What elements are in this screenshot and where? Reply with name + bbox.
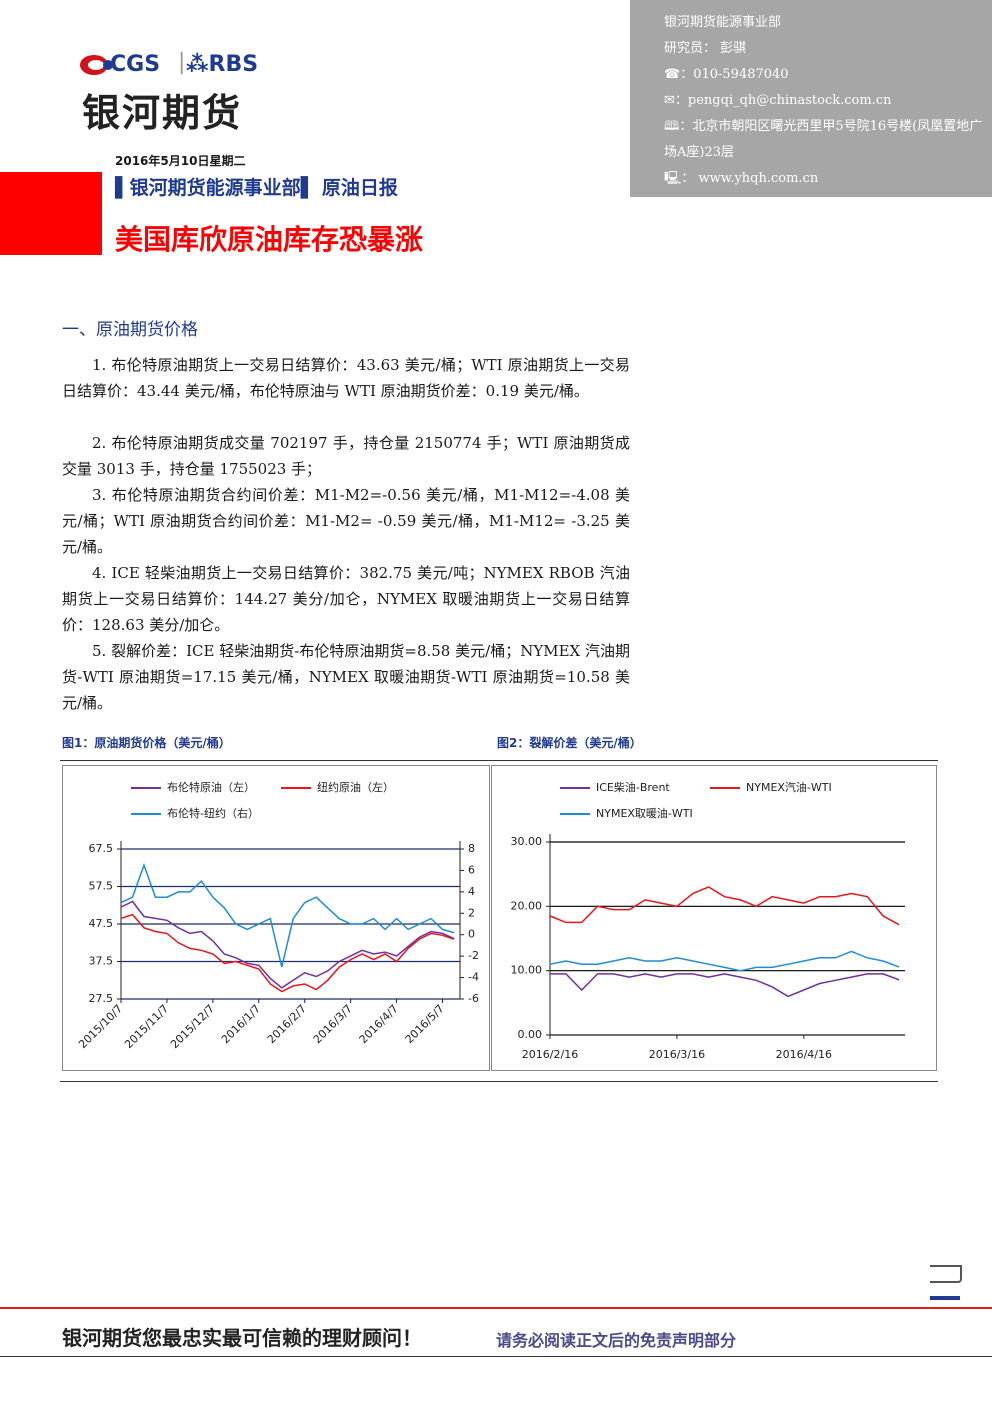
- x-tick-label: 2016/3/7: [311, 1002, 355, 1046]
- logo-rbs: ⁂RBS: [186, 52, 259, 77]
- contact-box: 银河期货能源事业部 研究员： 彭骐 ☎：010-59487040 ✉：pengq…: [630, 0, 992, 197]
- x-tick-label: 2016/3/16: [649, 1048, 705, 1061]
- y-tick-label: 0.00: [518, 1028, 543, 1041]
- paragraph: 4. ICE 轻柴油期货上一交易日结算价：382.75 美元/吨；NYMEX R…: [62, 564, 630, 634]
- section-heading: 一、原油期货价格: [62, 320, 198, 340]
- legend-label: 布伦特原油（左）: [167, 780, 255, 794]
- dept-tag: 银河期货能源事业部: [129, 177, 301, 199]
- contact-researcher: 研究员： 彭骐: [664, 41, 747, 56]
- y-tick-label: 10.00: [511, 964, 543, 977]
- contact-phone: ☎：010-59487040: [664, 67, 789, 82]
- page-icon-bar: [930, 1296, 960, 1300]
- series-line: [549, 950, 900, 972]
- contact-web: 🖳： www.yhqh.com.cn: [664, 171, 819, 186]
- report-line: ▌银河期货能源事业部▌ 原油日报: [115, 177, 398, 199]
- footer-slogan: 银河期货您最忠实最可信赖的理财顾问！: [62, 1326, 422, 1350]
- logo-icon: [80, 55, 113, 75]
- x-tick-label: 2016/4/7: [357, 1002, 401, 1046]
- footer-rule: [0, 1307, 992, 1309]
- y2-tick-label: -2: [468, 949, 479, 962]
- x-tick-label: 2015/11/7: [122, 1002, 171, 1051]
- legend-label: NYMEX取暖油-WTI: [596, 806, 693, 820]
- contact-email: ✉：pengqi_qh@chinastock.com.cn: [664, 93, 892, 108]
- page-icon: [930, 1265, 962, 1283]
- web-text: ： www.yhqh.com.cn: [681, 171, 819, 186]
- x-tick-label: 2015/10/7: [76, 1002, 125, 1051]
- footer-rule: [0, 1356, 992, 1357]
- email-text: ：pengqi_qh@chinastock.com.cn: [674, 93, 892, 108]
- rule: [60, 760, 938, 761]
- y-tick-label: 67.5: [89, 842, 114, 855]
- y2-tick-label: 8: [468, 842, 475, 855]
- series-line: [120, 913, 455, 993]
- y-tick-label: 47.5: [89, 917, 114, 930]
- x-tick-label: 2016/2/7: [265, 1002, 309, 1046]
- paragraph: 2. 布伦特原油期货成交量 702197 手，持仓量 2150774 手；WTI…: [62, 434, 630, 478]
- logo-divider: |: [178, 50, 186, 75]
- figure-caption: 图2：裂解价差（美元/桶）: [497, 736, 642, 750]
- y-tick-label: 30.00: [511, 835, 543, 848]
- y-tick-label: 37.5: [89, 955, 114, 968]
- series-line: [120, 862, 455, 968]
- y-tick-label: 20.00: [511, 899, 543, 912]
- figure-caption: 图1：原油期货价格（美元/桶）: [62, 736, 231, 750]
- paragraph: 1. 布伦特原油期货上一交易日结算价：43.63 美元/桶；WTI 原油期货上一…: [62, 356, 630, 400]
- address-text: ：北京市朝阳区曙光西里甲5号院16号楼(凤凰置地广场A座)23层: [664, 119, 983, 160]
- chart: 27.5 37.5 47.5 57.5 67.5 -6 -4 -2 0 2 4 6 8 2015/10/7…: [62, 765, 490, 1071]
- report-name: 原油日报: [321, 177, 398, 199]
- footer-disclaimer: 请务必阅读正文后的免责声明部分: [496, 1331, 737, 1350]
- y2-tick-label: 6: [468, 863, 475, 876]
- y2-tick-label: 0: [468, 928, 475, 941]
- paragraph: 5. 裂解价差：ICE 轻柴油期货-布伦特原油期货=8.58 美元/桶；NYME…: [62, 642, 630, 712]
- x-tick-label: 2016/4/16: [776, 1048, 832, 1061]
- series-line: [550, 973, 900, 998]
- contact-dept: 银河期货能源事业部: [664, 15, 782, 30]
- legend-label: 纽约原油（左）: [317, 780, 394, 794]
- contact-address: 🕮：北京市朝阳区曙光西里甲5号院16号楼(凤凰置地广场A座)23层: [664, 119, 983, 160]
- x-tick-label: 2016/2/16: [522, 1048, 578, 1061]
- legend-label: 布伦特-纽约（右）: [167, 806, 259, 820]
- series-line: [120, 900, 455, 989]
- paragraph: 3. 布伦特原油期货合约间价差：M1-M2=-0.56 美元/桶，M1-M12=…: [62, 486, 630, 556]
- legend-label: NYMEX汽油-WTI: [746, 780, 832, 794]
- logo-cgs: CGS: [110, 52, 161, 77]
- y2-tick-label: -6: [468, 992, 479, 1005]
- chart: 0.00 10.00 20.00 30.00 2016/2/16 2016/3/16 201…: [491, 765, 937, 1071]
- rule: [60, 1081, 938, 1082]
- y2-tick-label: 2: [468, 906, 475, 919]
- y-tick-label: 27.5: [89, 992, 114, 1005]
- brand: 银河期货: [82, 91, 243, 135]
- y-tick-label: 57.5: [89, 880, 114, 893]
- y2-tick-label: 4: [468, 885, 475, 898]
- logo-rbs-text: RBS: [208, 52, 259, 77]
- legend-label: ICE柴油-Brent: [596, 780, 670, 794]
- series-line: [549, 886, 900, 926]
- phone-text: ：010-59487040: [680, 67, 789, 82]
- red-block: [0, 172, 102, 255]
- report-title: 美国库欣原油库存恐暴涨: [115, 223, 424, 256]
- x-tick-label: 2015/12/7: [168, 1002, 217, 1051]
- report-date: 2016年5月10日星期二: [115, 154, 246, 168]
- x-tick-label: 2016/1/7: [219, 1002, 263, 1046]
- x-tick-label: 2016/5/7: [403, 1002, 447, 1046]
- y2-tick-label: -4: [468, 971, 479, 984]
